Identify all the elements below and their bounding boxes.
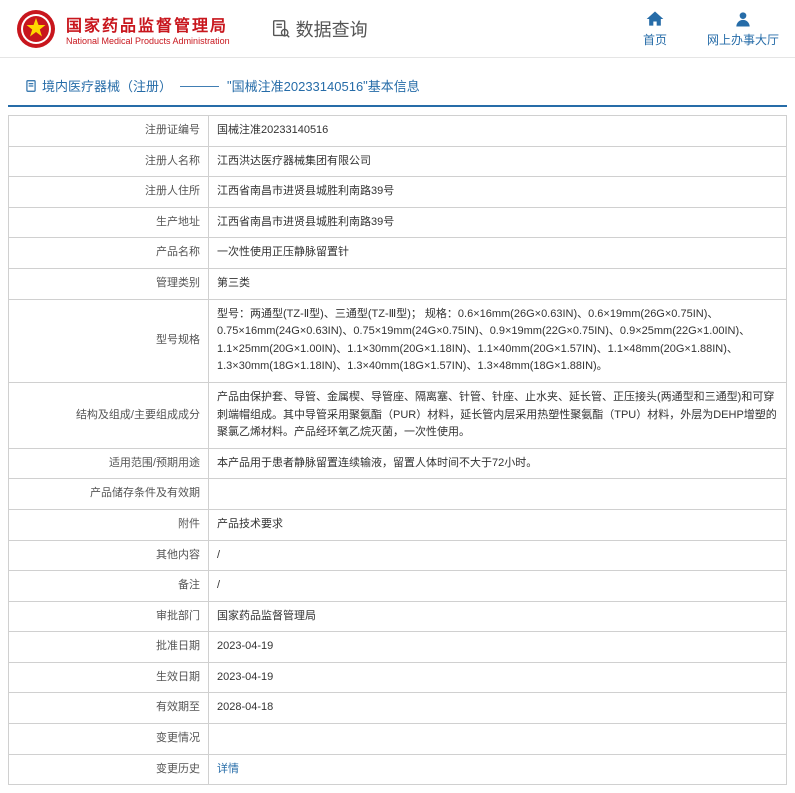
row-value: 一次性使用正压静脉留置针 bbox=[209, 238, 787, 269]
row-value: 型号：两通型(TZ-Ⅱ型)、三通型(TZ-Ⅲ型)； 规格：0.6×16mm(26… bbox=[209, 299, 787, 382]
table-row: 注册人名称江西洪达医疗器械集团有限公司 bbox=[9, 146, 787, 177]
nav-home-label: 首页 bbox=[643, 31, 667, 48]
nav-right: 首页 网上办事大厅 bbox=[643, 9, 779, 48]
table-row: 变更历史详情 bbox=[9, 754, 787, 785]
nmpa-logo bbox=[16, 9, 56, 49]
row-value: 国械注准20233140516 bbox=[209, 116, 787, 147]
row-value: 2023-04-19 bbox=[209, 632, 787, 663]
document-search-icon bbox=[270, 18, 292, 40]
row-label: 产品名称 bbox=[9, 238, 209, 269]
table-row: 注册证编号国械注准20233140516 bbox=[9, 116, 787, 147]
row-label: 注册人名称 bbox=[9, 146, 209, 177]
row-value: 江西省南昌市进贤县城胜利南路39号 bbox=[209, 177, 787, 208]
row-label: 批准日期 bbox=[9, 632, 209, 663]
person-icon bbox=[733, 9, 753, 29]
table-row: 批准日期2023-04-19 bbox=[9, 632, 787, 663]
title-cn: 国家药品监督管理局 bbox=[66, 12, 230, 36]
table-row: 型号规格型号：两通型(TZ-Ⅱ型)、三通型(TZ-Ⅲ型)； 规格：0.6×16m… bbox=[9, 299, 787, 382]
row-value: 江西省南昌市进贤县城胜利南路39号 bbox=[209, 207, 787, 238]
row-label: 其他内容 bbox=[9, 540, 209, 571]
row-value bbox=[209, 724, 787, 755]
row-label: 结构及组成/主要组成成分 bbox=[9, 382, 209, 448]
row-value: / bbox=[209, 540, 787, 571]
table-row: 注册人住所江西省南昌市进贤县城胜利南路39号 bbox=[9, 177, 787, 208]
row-value: 江西洪达医疗器械集团有限公司 bbox=[209, 146, 787, 177]
row-value: 详情 bbox=[209, 754, 787, 785]
row-label: 生产地址 bbox=[9, 207, 209, 238]
row-label: 有效期至 bbox=[9, 693, 209, 724]
row-value: 2028-04-18 bbox=[209, 693, 787, 724]
table-row: 生效日期2023-04-19 bbox=[9, 662, 787, 693]
nav-home[interactable]: 首页 bbox=[643, 9, 667, 48]
row-label: 备注 bbox=[9, 571, 209, 602]
detail-table: 注册证编号国械注准20233140516注册人名称江西洪达医疗器械集团有限公司注… bbox=[8, 115, 787, 785]
row-label: 注册证编号 bbox=[9, 116, 209, 147]
breadcrumb: 境内医疗器械（注册） ——— " 国械注准20233140516 " 基本信息 bbox=[8, 66, 787, 107]
row-value: 2023-04-19 bbox=[209, 662, 787, 693]
table-row: 适用范围/预期用途本产品用于患者静脉留置连续输液，留置人体时间不大于72小时。 bbox=[9, 448, 787, 479]
row-label: 变更历史 bbox=[9, 754, 209, 785]
detail-table-wrap: 注册证编号国械注准20233140516注册人名称江西洪达医疗器械集团有限公司注… bbox=[0, 107, 795, 793]
row-label: 变更情况 bbox=[9, 724, 209, 755]
table-row: 附件产品技术要求 bbox=[9, 509, 787, 540]
row-value: 第三类 bbox=[209, 268, 787, 299]
header: 国家药品监督管理局 National Medical Products Admi… bbox=[0, 0, 795, 58]
table-row: 生产地址江西省南昌市进贤县城胜利南路39号 bbox=[9, 207, 787, 238]
breadcrumb-category: 境内医疗器械（注册） bbox=[42, 76, 172, 95]
row-label: 型号规格 bbox=[9, 299, 209, 382]
doc-icon bbox=[24, 79, 38, 93]
row-value: / bbox=[209, 571, 787, 602]
row-label: 注册人住所 bbox=[9, 177, 209, 208]
row-value: 国家药品监督管理局 bbox=[209, 601, 787, 632]
row-value: 产品由保护套、导管、金属楔、导管座、隔离塞、针管、针座、止水夹、延长管、正压接头… bbox=[209, 382, 787, 448]
search-title-text: 数据查询 bbox=[296, 16, 368, 42]
table-row: 变更情况 bbox=[9, 724, 787, 755]
breadcrumb-regno: 国械注准20233140516 bbox=[232, 76, 364, 95]
table-row: 产品名称一次性使用正压静脉留置针 bbox=[9, 238, 787, 269]
table-row: 产品储存条件及有效期 bbox=[9, 479, 787, 510]
table-row: 其他内容/ bbox=[9, 540, 787, 571]
title-en: National Medical Products Administration bbox=[66, 36, 230, 46]
table-row: 结构及组成/主要组成成分产品由保护套、导管、金属楔、导管座、隔离塞、针管、针座、… bbox=[9, 382, 787, 448]
home-icon bbox=[645, 9, 665, 29]
title-block: 国家药品监督管理局 National Medical Products Admi… bbox=[66, 12, 230, 46]
row-label: 产品储存条件及有效期 bbox=[9, 479, 209, 510]
table-row: 管理类别第三类 bbox=[9, 268, 787, 299]
table-row: 有效期至2028-04-18 bbox=[9, 693, 787, 724]
row-value: 产品技术要求 bbox=[209, 509, 787, 540]
row-label: 生效日期 bbox=[9, 662, 209, 693]
detail-link[interactable]: 详情 bbox=[217, 763, 239, 775]
table-row: 备注/ bbox=[9, 571, 787, 602]
row-value bbox=[209, 479, 787, 510]
row-label: 管理类别 bbox=[9, 268, 209, 299]
nav-hall-label: 网上办事大厅 bbox=[707, 31, 779, 48]
breadcrumb-suffix: 基本信息 bbox=[368, 76, 420, 95]
nav-hall[interactable]: 网上办事大厅 bbox=[707, 9, 779, 48]
row-label: 适用范围/预期用途 bbox=[9, 448, 209, 479]
search-title: 数据查询 bbox=[270, 16, 368, 42]
table-row: 审批部门国家药品监督管理局 bbox=[9, 601, 787, 632]
breadcrumb-sep: ——— bbox=[180, 78, 219, 93]
row-value: 本产品用于患者静脉留置连续输液，留置人体时间不大于72小时。 bbox=[209, 448, 787, 479]
row-label: 审批部门 bbox=[9, 601, 209, 632]
row-label: 附件 bbox=[9, 509, 209, 540]
